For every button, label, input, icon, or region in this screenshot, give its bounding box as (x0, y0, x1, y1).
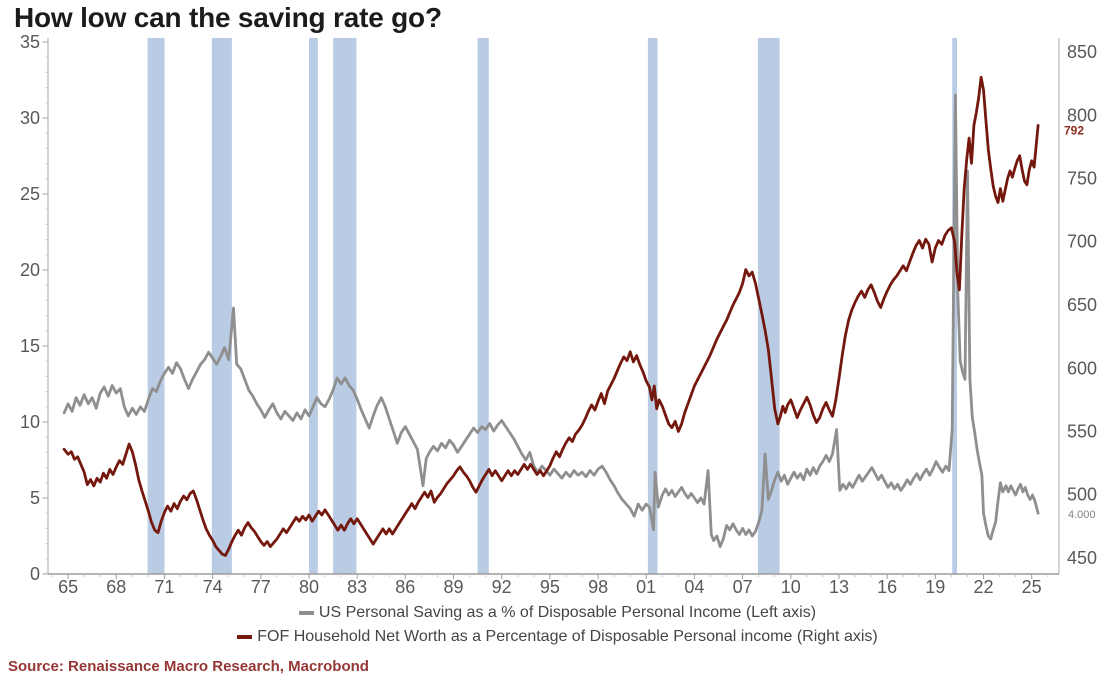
x-axis-label: 86 (395, 577, 415, 597)
saving-end-value: 4.000 (1068, 509, 1096, 521)
x-axis-label: 95 (540, 577, 560, 597)
legend-marker-networth-icon (237, 634, 253, 639)
right-axis-label: 650 (1067, 295, 1097, 315)
left-axis-label: 5 (30, 488, 40, 508)
right-axis-label: 500 (1067, 485, 1097, 505)
saving-rate-line (62, 93, 1040, 548)
left-axis-label: 10 (20, 412, 40, 432)
x-axis-label: 25 (1022, 577, 1042, 597)
recession-band (147, 38, 165, 574)
x-axis-label: 16 (877, 577, 897, 597)
x-axis-label: 19 (925, 577, 945, 597)
x-axis-label: 77 (251, 577, 271, 597)
x-axis-label: 01 (636, 577, 656, 597)
legend-item-networth: FOF Household Net Worth as a Percentage … (237, 625, 878, 648)
right-axis-label: 800 (1067, 105, 1097, 125)
chart-title: How low can the saving rate go? (14, 2, 442, 33)
right-axis-label: 850 (1067, 42, 1097, 62)
legend-marker-saving-icon (298, 610, 314, 615)
x-axis-label: 80 (299, 577, 319, 597)
x-axis-label: 10 (781, 577, 801, 597)
line-chart: 0 5 10 15 20 25 30 35 450 500 550 600 650 700 750 800 85… (20, 32, 1097, 597)
left-axis-label: 30 (20, 108, 40, 128)
legend-item-saving: US Personal Saving as a % of Disposable … (298, 601, 817, 624)
recession-band (757, 38, 780, 574)
right-axis-label: 450 (1067, 548, 1097, 568)
right-axis-label: 550 (1067, 422, 1097, 442)
x-axis-label: 65 (58, 577, 78, 597)
left-axis-label: 0 (30, 564, 40, 584)
recession-band (477, 38, 489, 574)
x-axis-label: 89 (443, 577, 463, 597)
x-axis-label: 04 (684, 577, 704, 597)
x-axis-label: 71 (154, 577, 174, 597)
left-axis-label: 35 (20, 32, 40, 52)
recession-band (211, 38, 232, 574)
left-axis-label: 25 (20, 184, 40, 204)
recession-band (333, 38, 357, 574)
left-axis-label: 20 (20, 260, 40, 280)
x-axis-label: 92 (492, 577, 512, 597)
x-axis-label: 13 (829, 577, 849, 597)
source-note: Source: Renaissance Macro Research, Macr… (8, 658, 369, 675)
x-axis-label: 98 (588, 577, 608, 597)
net-worth-line (62, 75, 1040, 557)
x-axis-label: 74 (203, 577, 223, 597)
recession-band (647, 38, 658, 574)
legend-label-saving: US Personal Saving as a % of Disposable … (318, 604, 817, 621)
net-worth-end-value: 792 (1064, 123, 1084, 137)
x-axis-label: 68 (106, 577, 126, 597)
left-axis-label: 15 (20, 336, 40, 356)
recession-band (309, 38, 318, 574)
chart-legend: US Personal Saving as a % of Disposable … (0, 601, 1115, 648)
right-axis-label: 750 (1067, 169, 1097, 189)
right-axis-label: 600 (1067, 358, 1097, 378)
x-axis-label: 83 (347, 577, 367, 597)
legend-label-networth: FOF Household Net Worth as a Percentage … (257, 628, 878, 645)
x-axis-label: 22 (973, 577, 993, 597)
x-axis-label: 07 (733, 577, 753, 597)
right-axis-label: 700 (1067, 232, 1097, 252)
